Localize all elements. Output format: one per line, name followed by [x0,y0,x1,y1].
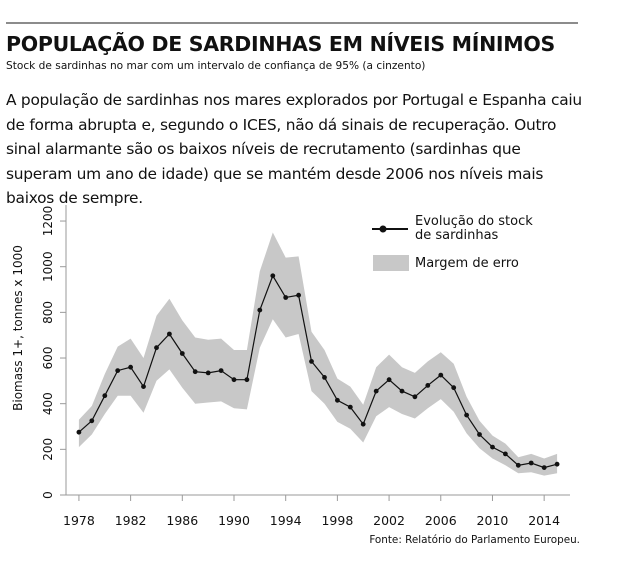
data-point [412,394,418,400]
data-point [167,331,172,337]
legend-band-swatch [373,255,409,271]
x-tick-label: 2010 [477,513,509,528]
data-point [373,388,379,394]
data-point [102,393,108,399]
x-tick-label: 2006 [425,513,457,528]
biomass-chart: 0 200 400 600 800 1000 1200 1978 1982 1986 1990 199… [11,205,570,528]
y-axis-label: Biomass 1+, tonnes x 1000 [11,245,25,411]
y-tick-label: 1200 [41,206,55,237]
confidence-band-layer [78,232,558,476]
data-point [270,273,276,279]
data-point [335,397,340,403]
data-point [528,460,534,466]
subtitle: Stock de sardinhas no mar com um interva… [6,60,426,72]
data-point [490,444,495,450]
y-tick-label: 400 [41,392,55,415]
legend-label-line-part: Evolução do stock [415,214,533,229]
data-point [76,429,82,435]
data-point [192,369,198,375]
data-point [205,370,211,376]
x-tick-label: 1998 [321,513,353,528]
axis-layer [60,205,570,501]
data-point [541,465,547,470]
data-point [503,451,508,457]
legend-label-band: Margem de erro [415,256,519,271]
y-tick-label: 1000 [41,251,55,282]
data-point [296,292,301,298]
x-tick-label: 1994 [270,513,302,528]
top-rule [6,22,578,24]
data-point [386,377,392,383]
data-point [141,384,146,389]
x-tick-label: 2002 [373,513,405,528]
source-note: Fonte: Relatório do Parlamento Europeu. [369,534,580,546]
confidence-band [78,232,558,476]
body-paragraph: A população de sardinhas nos mares explo… [6,91,582,207]
data-point [244,377,250,383]
data-point [477,432,482,437]
y-tick-label: 0 [41,491,55,499]
data-point [554,461,560,467]
legend-label-line: Evolução do stock de sardinhas [415,214,533,243]
series-line-layer [78,274,558,469]
data-point [438,372,444,378]
legend-label-line-part: de sardinhas [415,228,499,243]
y-tick-label: 200 [41,438,55,461]
data-point [115,368,121,373]
x-tick-label: 1978 [63,513,95,528]
data-point [322,375,327,380]
data-point [399,388,405,394]
chart-container: 0 200 400 600 800 1000 1200 1978 1982 1986 1990 199… [0,195,621,561]
data-point [128,364,134,370]
data-point [218,368,224,373]
data-point [360,421,366,427]
y-tick-label: 800 [41,301,55,324]
y-tick-label: 600 [41,347,55,370]
data-point [89,418,95,424]
x-tick-label: 2014 [528,513,560,528]
data-point [283,295,289,300]
legend: Evolução do stock de sardinhas Margem de … [372,214,533,271]
data-point [451,385,457,391]
tick-label-layer: 0 200 400 600 800 1000 1200 1978 1982 1986 1990 199… [41,206,560,528]
x-tick-label: 1986 [166,513,198,528]
data-point [179,351,185,356]
data-point [425,383,431,388]
data-point [231,377,237,383]
data-point [464,412,469,418]
data-point [347,404,353,410]
data-point [154,345,159,351]
data-point [309,359,314,364]
series-point-layer [76,273,560,470]
headline: POPULAÇÃO DE SARDINHAS EM NÍVEIS MÍNIMOS [6,32,555,56]
data-point [257,307,263,313]
legend-line-marker [379,225,387,233]
series-line [78,274,558,469]
x-tick-label: 1982 [115,513,147,528]
data-point [515,462,521,468]
x-tick-label: 1990 [218,513,250,528]
